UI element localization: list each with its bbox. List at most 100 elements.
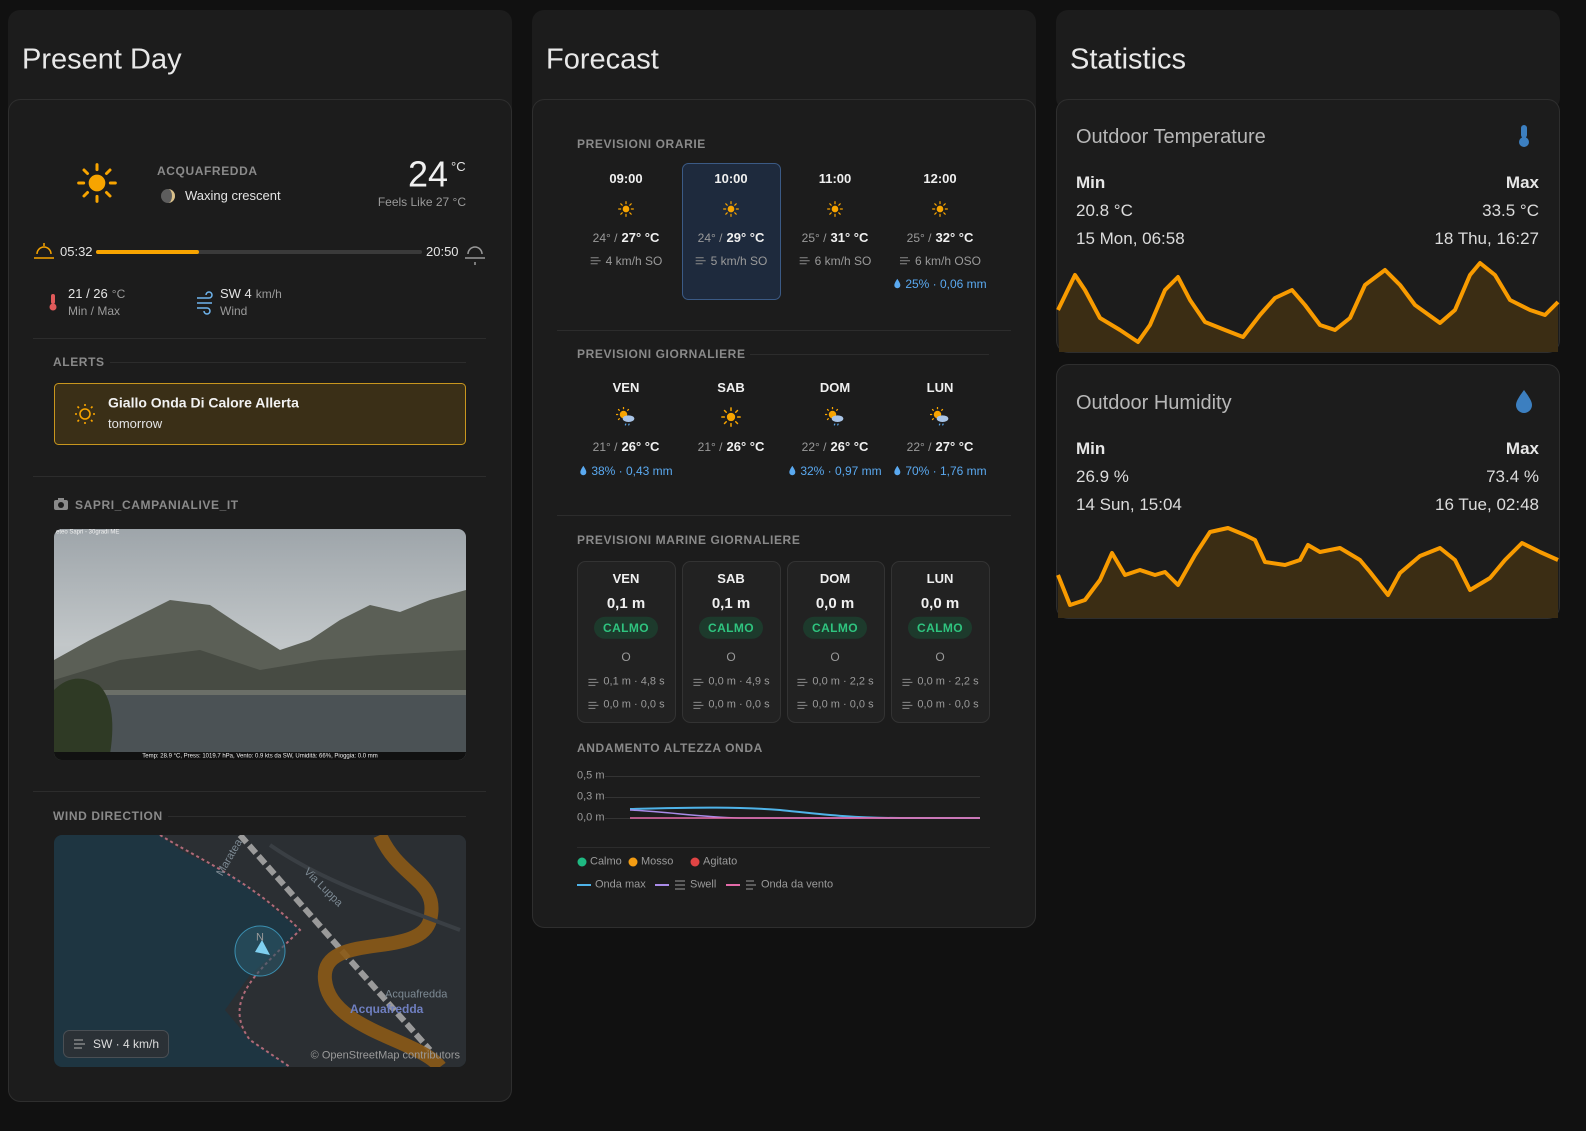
text: 38% · 0,43 mm <box>591 463 673 478</box>
max-value: 33.5 °C <box>1482 200 1539 220</box>
shape-circle <box>628 857 638 867</box>
wind-label: Wind <box>220 303 248 318</box>
day-temp: 21° /26° °C <box>698 439 765 455</box>
day: SAB <box>717 571 745 587</box>
swell: 0,0 m · 2,2 s <box>901 675 979 688</box>
moon-phase: Waxing crescent <box>185 188 281 204</box>
icon <box>899 256 911 266</box>
text: 0,1 m · 4,8 s <box>603 675 665 688</box>
shape-path <box>54 678 113 760</box>
shape-line <box>76 419 80 423</box>
shape-rect <box>891 561 990 723</box>
day: VEN <box>612 380 640 396</box>
shape-line <box>90 419 94 423</box>
location: ACQUAFREDDA <box>157 163 258 178</box>
wind-wave: 0,0 m · 0,0 s <box>692 698 770 711</box>
chart-title: ANDAMENTO ALTEZZA ONDA <box>577 740 763 755</box>
shape-polygon <box>160 835 466 1067</box>
swell: 0,1 m · 4,8 s <box>587 675 665 688</box>
text: 25° / <box>801 230 827 245</box>
icon <box>590 256 602 266</box>
sea-state: CALMO <box>908 616 972 640</box>
card-title: Outdoor Temperature <box>1076 126 1266 148</box>
hour-temp: 25° /32° °C <box>907 230 974 246</box>
text: 26° °C <box>621 439 660 455</box>
min-value: 26.9 % <box>1076 466 1129 486</box>
icon <box>799 256 811 266</box>
legend-entry: Swell <box>690 878 717 891</box>
shape-g <box>577 561 990 723</box>
legend-entry: Onda da vento <box>761 878 834 891</box>
panel-title: Statistics <box>1070 43 1187 76</box>
weather-icon <box>723 201 739 217</box>
sunrise: 05:32 <box>60 244 93 260</box>
day: SAB <box>717 380 745 396</box>
text: 0,0 m · 0,0 s <box>603 698 665 711</box>
shape-path <box>197 291 213 299</box>
hour-precip: 25% · 0,06 mm <box>893 276 987 291</box>
text: 21° / <box>697 439 723 454</box>
shape-g <box>75 404 95 424</box>
hour: 09:00 <box>609 171 643 187</box>
day-temp: 22° /27° °C <box>907 439 974 455</box>
shape-rect <box>58 498 64 501</box>
shape-rect <box>54 752 466 760</box>
text: 26° °C <box>830 439 869 455</box>
day-precip: 32% · 0,97 mm <box>788 464 882 478</box>
text: 24° / <box>592 230 618 245</box>
max-value: 73.4 % <box>1486 466 1539 486</box>
panel-title: Forecast <box>546 43 659 76</box>
weather-icon <box>721 407 741 427</box>
legend-entry: Agitato <box>703 855 738 868</box>
text: 29° °C <box>726 230 765 246</box>
hour-wind: 6 km/h OSO <box>899 254 981 268</box>
text: 31° °C <box>830 230 869 246</box>
wave-height: 0,1 m <box>606 595 646 612</box>
shape-path <box>197 307 211 315</box>
map-label: Acquafredda <box>385 988 448 1001</box>
shape-g <box>675 880 685 890</box>
shape-rect <box>532 99 1036 928</box>
min-max-label: Min / Max <box>68 303 121 318</box>
feels-like: Feels Like 27 °C <box>377 194 466 209</box>
shape-path <box>1058 263 1558 352</box>
min-label: Min <box>1076 172 1106 192</box>
icon <box>788 465 796 476</box>
hour-wind: 4 km/h SO <box>590 254 662 268</box>
shape-polygon <box>255 940 270 955</box>
day: VEN <box>612 571 640 587</box>
icon <box>901 700 913 710</box>
shape-rect <box>51 294 55 304</box>
min-value: 20.8 °C <box>1076 200 1133 220</box>
max-time: 18 Thu, 16:27 <box>1434 228 1539 248</box>
shape-use <box>77 163 117 203</box>
day: DOM <box>819 571 851 587</box>
text: 24° / <box>697 230 723 245</box>
shape-g <box>197 291 213 315</box>
shape-line <box>90 405 94 409</box>
text: 6 km/h SO <box>814 253 872 268</box>
text: 0,0 m · 2,2 s <box>812 675 874 688</box>
shape-circle <box>58 502 64 508</box>
text: 26° °C <box>726 439 765 455</box>
map-label: Acquafredda <box>350 1001 424 1016</box>
day: LUN <box>926 380 954 396</box>
text: 25° / <box>906 230 932 245</box>
shape-path <box>1058 528 1558 618</box>
sunset: 20:50 <box>426 244 459 260</box>
section-heading: PREVISIONI ORARIE <box>577 136 706 151</box>
y-label: 0,5 m <box>577 769 605 782</box>
text: 0,0 m · 2,2 s <box>917 675 979 688</box>
icon <box>695 256 707 266</box>
shape-g <box>54 529 466 760</box>
shape-rect <box>1521 125 1527 138</box>
day-temp: 22° /26° °C <box>802 439 869 455</box>
text: 25% · 0,06 mm <box>905 276 987 291</box>
day-temp: 21° /26° °C <box>593 439 660 455</box>
text: 0,0 m · 0,0 s <box>708 698 770 711</box>
shape-path <box>1056 526 1559 607</box>
map-credit: © OpenStreetMap contributors <box>310 1049 460 1062</box>
wind-wave: 0,0 m · 0,0 s <box>587 698 665 711</box>
temperature-unit: °C <box>451 159 466 175</box>
